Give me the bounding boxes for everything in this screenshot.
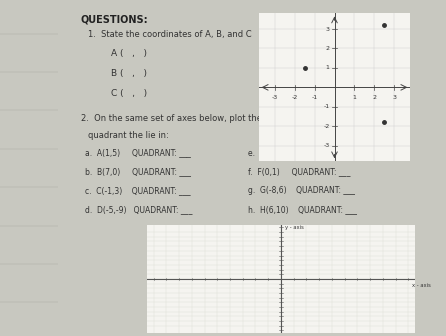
Text: e.  E(2,-4)    QUADRANT: ___: e. E(2,-4) QUADRANT: ___ bbox=[248, 149, 353, 158]
Text: 3: 3 bbox=[326, 27, 330, 32]
Text: QUESTIONS:: QUESTIONS: bbox=[81, 15, 149, 25]
Text: b.  B(7,0)     QUADRANT: ___: b. B(7,0) QUADRANT: ___ bbox=[85, 167, 190, 176]
Text: g.  G(-8,6)    QUADRANT: ___: g. G(-8,6) QUADRANT: ___ bbox=[248, 186, 355, 195]
Text: -2: -2 bbox=[292, 95, 298, 100]
Text: h.  H(6,10)    QUADRANT: ___: h. H(6,10) QUADRANT: ___ bbox=[248, 205, 356, 214]
Text: 1: 1 bbox=[352, 95, 356, 100]
Text: f.  F(0,1)     QUADRANT: ___: f. F(0,1) QUADRANT: ___ bbox=[248, 167, 350, 176]
Text: 1: 1 bbox=[326, 66, 330, 71]
Text: 2: 2 bbox=[326, 46, 330, 51]
Text: 2.  On the same set of axes below, plot the following points and state which: 2. On the same set of axes below, plot t… bbox=[81, 114, 401, 123]
Text: A (   ,   ): A ( , ) bbox=[111, 49, 147, 58]
Text: -1: -1 bbox=[311, 95, 318, 100]
Text: d.  D(-5,-9)   QUADRANT: ___: d. D(-5,-9) QUADRANT: ___ bbox=[85, 205, 192, 214]
Text: y - axis: y - axis bbox=[285, 225, 304, 230]
Text: -1: -1 bbox=[323, 104, 330, 109]
Text: C (   ,   ): C ( , ) bbox=[111, 89, 147, 98]
Text: a.  A(1,5)     QUADRANT: ___: a. A(1,5) QUADRANT: ___ bbox=[85, 149, 190, 158]
Text: 1.  State the coordinates of A, B, and C: 1. State the coordinates of A, B, and C bbox=[88, 30, 252, 39]
Text: -3: -3 bbox=[323, 143, 330, 148]
Text: x - axis: x - axis bbox=[412, 283, 431, 288]
Text: B (   ,   ): B ( , ) bbox=[111, 69, 147, 78]
Text: 3: 3 bbox=[392, 95, 396, 100]
Text: -3: -3 bbox=[272, 95, 278, 100]
Text: c.  C(-1,3)    QUADRANT: ___: c. C(-1,3) QUADRANT: ___ bbox=[85, 186, 190, 195]
Text: 2: 2 bbox=[372, 95, 376, 100]
Text: -2: -2 bbox=[323, 124, 330, 129]
Text: quadrant the lie in:: quadrant the lie in: bbox=[88, 131, 169, 140]
